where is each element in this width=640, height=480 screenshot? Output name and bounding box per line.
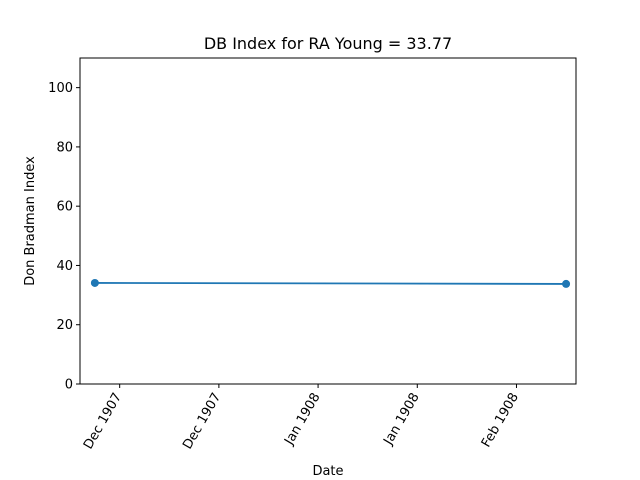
- y-tick-label: 100: [48, 81, 73, 96]
- plot-frame: [79, 57, 577, 385]
- plot-area: [90, 278, 571, 288]
- y-tick-label: 60: [56, 200, 73, 215]
- x-axis-label: Date: [312, 464, 343, 479]
- chart-title: DB Index for RA Young = 33.77: [204, 34, 452, 53]
- data-point: [562, 279, 571, 288]
- y-tick-label: 0: [65, 378, 73, 393]
- y-axis-label: Don Bradman Index: [23, 156, 38, 286]
- series-line: [94, 282, 567, 285]
- data-point: [90, 278, 99, 287]
- y-tick-label: 80: [56, 140, 73, 155]
- y-tick-label: 20: [56, 318, 73, 333]
- y-tick-label: 40: [56, 259, 73, 274]
